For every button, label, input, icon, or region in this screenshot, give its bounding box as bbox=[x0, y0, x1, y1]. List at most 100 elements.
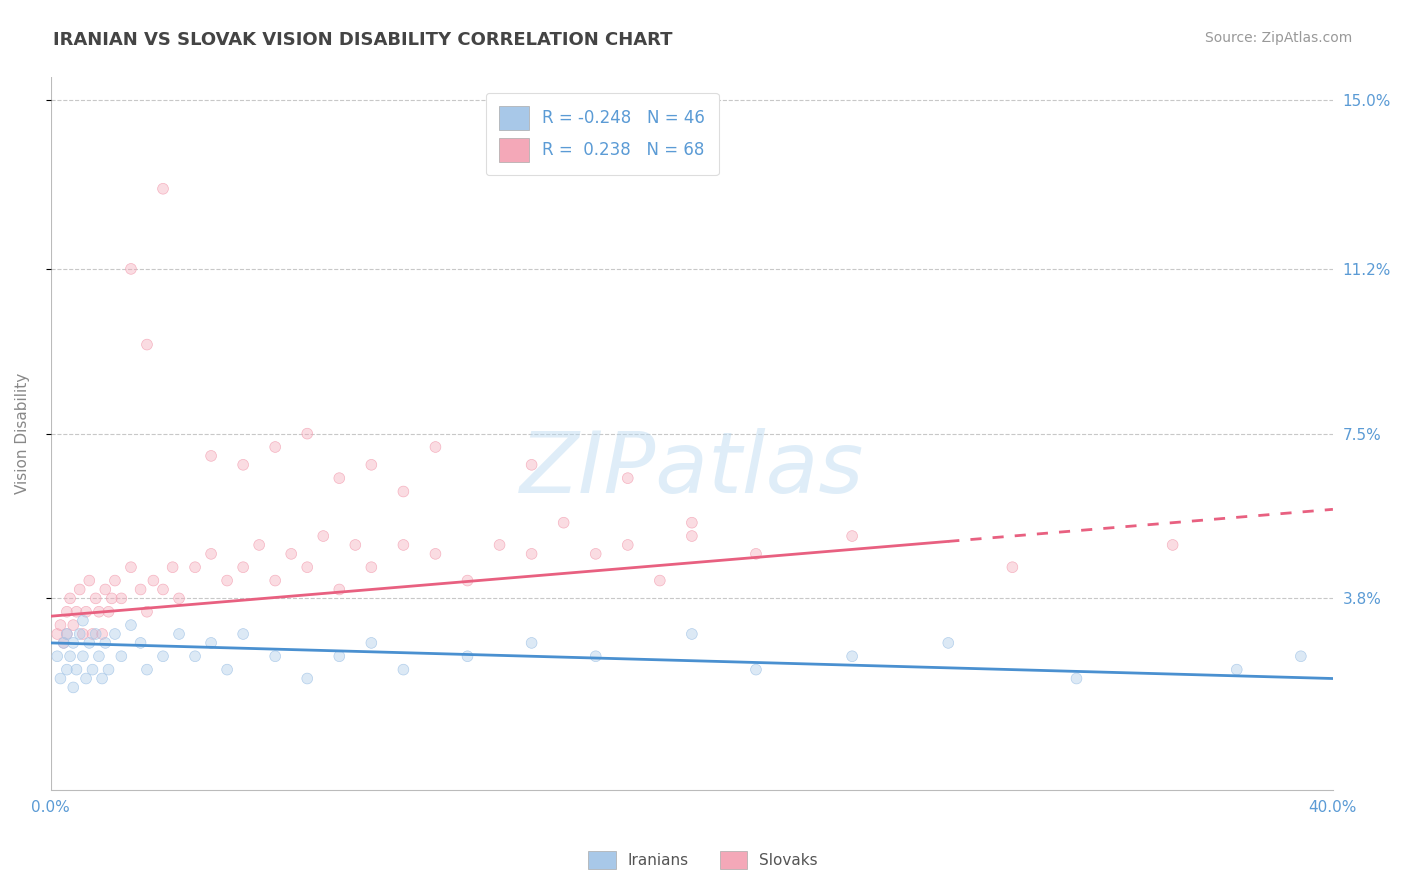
Point bbox=[392, 484, 415, 499]
Point bbox=[62, 636, 84, 650]
Point bbox=[360, 636, 382, 650]
Point bbox=[110, 649, 132, 664]
Point bbox=[72, 614, 94, 628]
Text: ZIPatlas: ZIPatlas bbox=[520, 428, 865, 511]
Point bbox=[84, 591, 107, 606]
Point bbox=[69, 627, 91, 641]
Point bbox=[56, 627, 79, 641]
Point bbox=[520, 458, 543, 472]
Point bbox=[232, 560, 254, 574]
Point bbox=[84, 627, 107, 641]
Point bbox=[104, 574, 127, 588]
Point bbox=[65, 663, 87, 677]
Point bbox=[297, 672, 319, 686]
Point bbox=[328, 471, 350, 485]
Point bbox=[75, 672, 97, 686]
Point bbox=[184, 649, 207, 664]
Legend: R = -0.248   N = 46, R =  0.238   N = 68: R = -0.248 N = 46, R = 0.238 N = 68 bbox=[485, 93, 718, 175]
Point bbox=[297, 672, 319, 686]
Point bbox=[91, 627, 114, 641]
Point bbox=[167, 627, 190, 641]
Point bbox=[104, 627, 127, 641]
Point bbox=[152, 182, 174, 196]
Point bbox=[49, 672, 72, 686]
Point bbox=[110, 649, 132, 664]
Point bbox=[648, 574, 671, 588]
Point bbox=[72, 627, 94, 641]
Point bbox=[56, 627, 79, 641]
Point bbox=[87, 605, 110, 619]
Legend: Iranians, Slovaks: Iranians, Slovaks bbox=[582, 845, 824, 875]
Point bbox=[217, 663, 239, 677]
Point bbox=[585, 649, 607, 664]
Point bbox=[184, 560, 207, 574]
Point bbox=[97, 605, 120, 619]
Y-axis label: Vision Disability: Vision Disability bbox=[15, 373, 30, 494]
Point bbox=[52, 636, 75, 650]
Point bbox=[520, 547, 543, 561]
Point bbox=[585, 649, 607, 664]
Point bbox=[87, 649, 110, 664]
Point bbox=[104, 627, 127, 641]
Point bbox=[1001, 560, 1024, 574]
Point bbox=[297, 560, 319, 574]
Point bbox=[82, 627, 104, 641]
Point bbox=[200, 636, 222, 650]
Point bbox=[142, 574, 165, 588]
Point bbox=[152, 182, 174, 196]
Point bbox=[56, 605, 79, 619]
Point bbox=[392, 663, 415, 677]
Point bbox=[328, 582, 350, 597]
Point bbox=[79, 574, 101, 588]
Point bbox=[97, 605, 120, 619]
Point bbox=[62, 618, 84, 632]
Point bbox=[49, 618, 72, 632]
Point bbox=[681, 516, 703, 530]
Point bbox=[136, 663, 159, 677]
Point bbox=[745, 547, 768, 561]
Point bbox=[72, 627, 94, 641]
Point bbox=[69, 582, 91, 597]
Point bbox=[120, 618, 142, 632]
Point bbox=[520, 636, 543, 650]
Point bbox=[65, 605, 87, 619]
Point bbox=[69, 627, 91, 641]
Point bbox=[167, 591, 190, 606]
Point bbox=[247, 538, 270, 552]
Point bbox=[91, 672, 114, 686]
Point bbox=[745, 663, 768, 677]
Point bbox=[56, 627, 79, 641]
Point bbox=[129, 582, 152, 597]
Point bbox=[152, 582, 174, 597]
Point bbox=[520, 547, 543, 561]
Point bbox=[136, 663, 159, 677]
Point bbox=[82, 627, 104, 641]
Point bbox=[585, 547, 607, 561]
Point bbox=[616, 538, 638, 552]
Point bbox=[360, 560, 382, 574]
Point bbox=[162, 560, 184, 574]
Point bbox=[312, 529, 335, 543]
Point bbox=[59, 591, 82, 606]
Point bbox=[745, 547, 768, 561]
Point bbox=[184, 649, 207, 664]
Point bbox=[142, 574, 165, 588]
Point bbox=[553, 516, 575, 530]
Point bbox=[328, 649, 350, 664]
Point bbox=[62, 636, 84, 650]
Point bbox=[162, 560, 184, 574]
Point bbox=[425, 440, 447, 454]
Point bbox=[745, 663, 768, 677]
Point bbox=[425, 547, 447, 561]
Point bbox=[56, 663, 79, 677]
Point bbox=[94, 582, 117, 597]
Point bbox=[91, 672, 114, 686]
Point bbox=[65, 663, 87, 677]
Point bbox=[52, 636, 75, 650]
Point bbox=[200, 547, 222, 561]
Point bbox=[280, 547, 302, 561]
Point bbox=[120, 560, 142, 574]
Point bbox=[297, 426, 319, 441]
Point bbox=[232, 560, 254, 574]
Point bbox=[104, 574, 127, 588]
